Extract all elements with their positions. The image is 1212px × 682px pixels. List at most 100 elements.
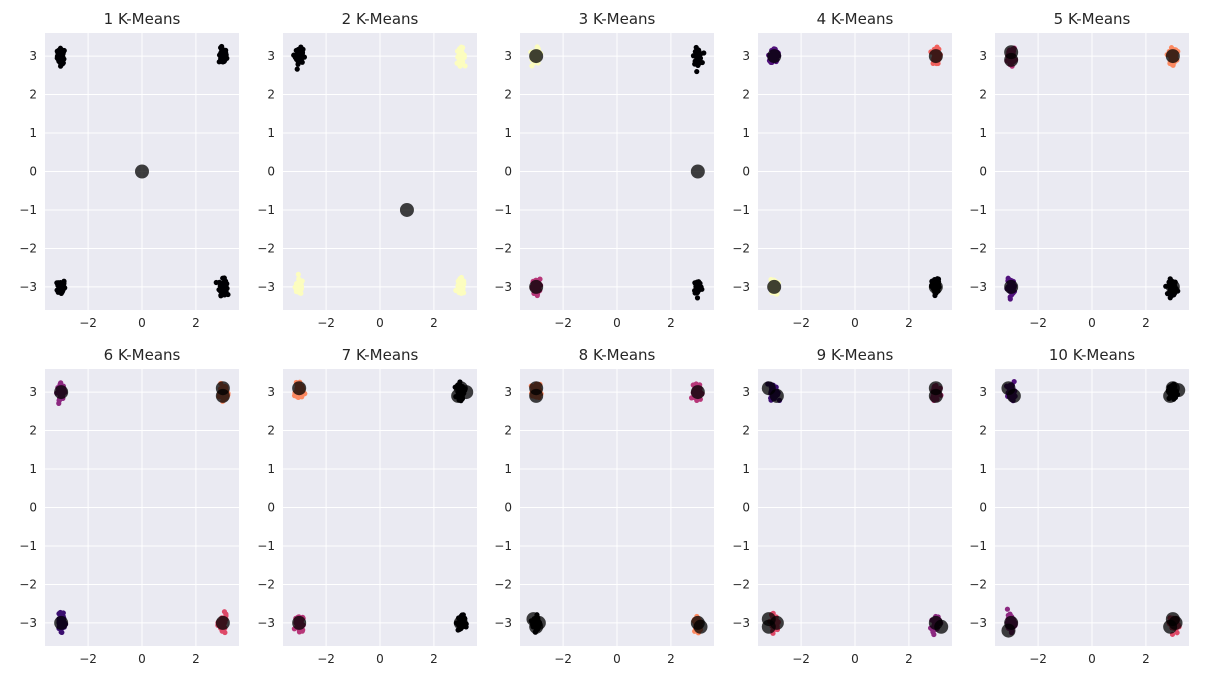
x-tick-label: −2 [792,316,810,330]
y-tick-label: 1 [267,126,275,140]
data-point [221,287,227,293]
x-tick-label: 0 [376,316,384,330]
y-tick-label: −3 [969,280,987,294]
y-tick-label: 2 [504,88,512,102]
panel-title: 1 K-Means [104,10,181,28]
x-tick-label: −2 [79,316,97,330]
panel-title: 10 K-Means [1049,346,1135,364]
centroid-marker [399,202,414,217]
centroid-marker [54,385,69,400]
x-tick-label: 0 [1088,316,1096,330]
data-point [1004,606,1011,612]
data-cluster [453,274,467,296]
data-point [298,290,304,296]
y-tick-label: −2 [494,577,512,591]
data-cluster [54,278,68,297]
x-tick-label: 2 [1142,316,1150,330]
data-cluster [692,279,705,301]
panel-title: 9 K-Means [817,346,894,364]
panel-title: 6 K-Means [104,346,181,364]
kmeans-panel-4: −2 0 2 −3 −2 −1 0 1 2 3 4 K-Means [732,10,952,330]
y-tick-label: 2 [979,424,987,438]
plot-area [1001,378,1186,638]
y-tick-label: −2 [19,577,37,591]
data-point [58,380,64,386]
y-tick-label: 3 [979,49,987,63]
y-tick-label: 3 [979,385,987,399]
centroid-marker [769,388,784,403]
data-point [694,68,700,75]
y-tick-label: 1 [267,462,275,476]
y-tick-label: −2 [732,577,750,591]
x-tick-label: 0 [138,316,146,330]
y-tick-label: 3 [29,385,37,399]
y-tick-label: 0 [267,165,275,179]
y-tick-label: 0 [29,165,37,179]
y-tick-label: 0 [267,501,275,515]
panel-title: 2 K-Means [342,10,419,28]
data-point [221,609,228,615]
x-tick-label: 2 [430,652,438,666]
y-tick-label: −3 [257,616,275,630]
data-point [293,47,299,54]
data-cluster [54,45,67,69]
y-tick-label: −1 [494,203,512,217]
centroid-marker [1001,623,1016,638]
x-tick-label: 2 [192,652,200,666]
centroid-marker [451,388,466,403]
x-tick-label: 2 [430,316,438,330]
data-point [694,295,701,301]
data-point [694,47,700,53]
y-tick-label: 1 [29,462,37,476]
centroid-marker [928,279,943,294]
data-point [534,44,540,50]
data-point [298,44,304,50]
kmeans-panel-5: −2 0 2 −3 −2 −1 0 1 2 3 5 K-Means [969,10,1189,330]
panel-title: 7 K-Means [342,346,419,364]
data-point [56,289,62,295]
y-tick-label: 1 [742,126,750,140]
centroid-marker [928,49,943,64]
kmeans-panel-3: −2 0 2 −3 −2 −1 0 1 2 3 3 K-Means [494,10,714,330]
kmeans-panel-2: −2 0 2 −3 −2 −1 0 1 2 3 2 K-Means [257,10,477,330]
y-tick-label: −2 [19,241,37,255]
centroid-marker [529,619,544,634]
kmeans-panel-6: −2 0 2 −3 −2 −1 0 1 2 3 6 K-Means [19,346,239,666]
y-tick-label: 3 [29,49,37,63]
y-tick-label: −1 [969,539,987,553]
y-tick-label: −3 [494,280,512,294]
y-tick-label: 2 [504,424,512,438]
plot-area [766,44,943,299]
centroid-marker [767,279,782,294]
data-point [299,628,305,634]
y-tick-label: 2 [742,424,750,438]
data-point [295,271,301,277]
centroid-marker [928,388,943,403]
data-point [294,66,300,72]
centroid-marker [1163,388,1178,403]
y-tick-label: 3 [267,385,275,399]
y-tick-label: −2 [494,241,512,255]
data-point [458,274,465,281]
kmeans-panel-9: −2 0 2 −3 −2 −1 0 1 2 3 9 K-Means [732,346,952,666]
y-tick-label: −1 [494,539,512,553]
data-point [299,394,305,400]
y-tick-label: −1 [19,203,37,217]
y-tick-label: −3 [732,280,750,294]
centroid-marker [934,619,949,634]
y-tick-label: −3 [732,616,750,630]
y-tick-label: 2 [267,88,275,102]
centroid-marker [690,385,705,400]
data-point [220,275,226,281]
centroid-marker [769,615,784,630]
x-tick-label: −2 [317,316,335,330]
data-point [54,48,60,54]
plot-area [291,44,468,296]
y-tick-label: −2 [257,577,275,591]
panel-title: 4 K-Means [817,10,894,28]
centroid-marker [1165,279,1180,294]
data-point [59,284,65,290]
plot-area [528,44,707,301]
x-tick-label: 0 [138,652,146,666]
centroid-marker [690,164,705,179]
